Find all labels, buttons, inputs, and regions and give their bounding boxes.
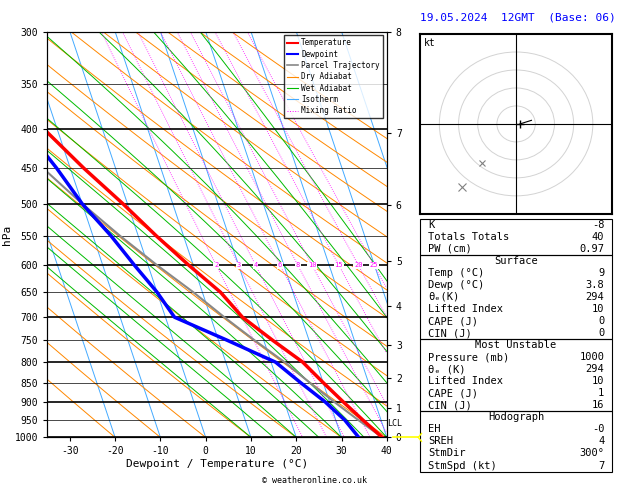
Text: 9: 9 (598, 268, 604, 278)
Text: CIN (J): CIN (J) (428, 400, 472, 410)
Text: Lifted Index: Lifted Index (428, 304, 503, 314)
Text: Pressure (mb): Pressure (mb) (428, 352, 509, 362)
Text: StmSpd (kt): StmSpd (kt) (428, 461, 497, 470)
Text: 19.05.2024  12GMT  (Base: 06): 19.05.2024 12GMT (Base: 06) (420, 12, 616, 22)
Text: 10: 10 (308, 262, 316, 268)
Text: Dewp (°C): Dewp (°C) (428, 280, 484, 290)
Text: SREH: SREH (428, 436, 453, 447)
Text: θₑ (K): θₑ (K) (428, 364, 465, 374)
Text: 1000: 1000 (579, 352, 604, 362)
Text: 15: 15 (335, 262, 343, 268)
Text: 7: 7 (598, 461, 604, 470)
Text: 6: 6 (278, 262, 282, 268)
Text: Temp (°C): Temp (°C) (428, 268, 484, 278)
Text: 0: 0 (598, 328, 604, 338)
Text: Lifted Index: Lifted Index (428, 376, 503, 386)
Legend: Temperature, Dewpoint, Parcel Trajectory, Dry Adiabat, Wet Adiabat, Isotherm, Mi: Temperature, Dewpoint, Parcel Trajectory… (284, 35, 383, 118)
Text: 2: 2 (214, 262, 218, 268)
Text: CIN (J): CIN (J) (428, 328, 472, 338)
Bar (420, 219, 612, 255)
Text: kt: kt (424, 37, 436, 48)
Text: 10: 10 (592, 304, 604, 314)
Text: LCL: LCL (387, 419, 402, 428)
Text: CAPE (J): CAPE (J) (428, 388, 478, 398)
Bar (420, 255, 612, 339)
Text: Hodograph: Hodograph (488, 412, 544, 422)
Text: K: K (428, 220, 434, 230)
Text: -8: -8 (592, 220, 604, 230)
Text: 4: 4 (598, 436, 604, 447)
Text: 40: 40 (592, 232, 604, 242)
Text: 1: 1 (598, 388, 604, 398)
Text: 16: 16 (592, 400, 604, 410)
Text: 8: 8 (296, 262, 300, 268)
Text: 3.8: 3.8 (586, 280, 604, 290)
Text: © weatheronline.co.uk: © weatheronline.co.uk (262, 476, 367, 485)
Y-axis label: hPa: hPa (2, 225, 12, 244)
Text: 300°: 300° (579, 449, 604, 458)
Text: -0: -0 (592, 424, 604, 434)
Text: EH: EH (428, 424, 440, 434)
Text: 20: 20 (354, 262, 363, 268)
Text: 3: 3 (237, 262, 241, 268)
Text: 25: 25 (370, 262, 378, 268)
Text: 4: 4 (253, 262, 258, 268)
Text: 294: 294 (586, 364, 604, 374)
Text: 0: 0 (598, 316, 604, 326)
Bar (420, 411, 612, 471)
Text: PW (cm): PW (cm) (428, 244, 472, 254)
Text: Most Unstable: Most Unstable (476, 340, 557, 350)
Text: 10: 10 (592, 376, 604, 386)
Text: 294: 294 (586, 292, 604, 302)
Text: StmDir: StmDir (428, 449, 465, 458)
X-axis label: Dewpoint / Temperature (°C): Dewpoint / Temperature (°C) (126, 459, 308, 469)
Text: CAPE (J): CAPE (J) (428, 316, 478, 326)
Text: Totals Totals: Totals Totals (428, 232, 509, 242)
Bar (420, 339, 612, 411)
Text: Surface: Surface (494, 256, 538, 266)
Text: θₑ(K): θₑ(K) (428, 292, 459, 302)
Text: 0.97: 0.97 (579, 244, 604, 254)
